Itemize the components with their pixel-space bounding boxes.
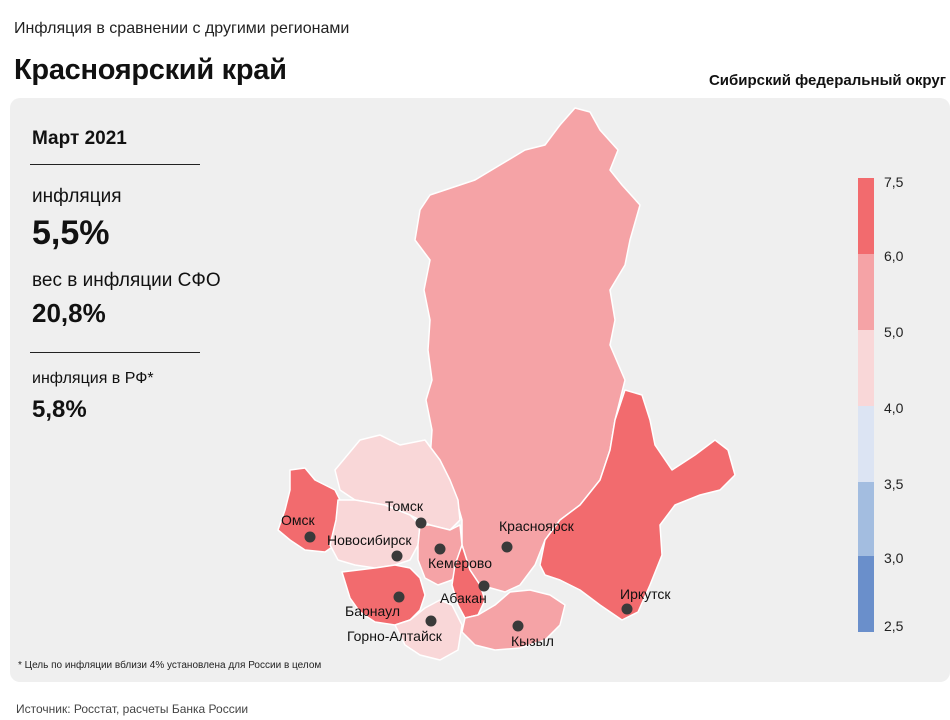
city-label-irkutsk: Иркутск: [620, 586, 671, 602]
divider-bottom: [30, 352, 200, 353]
city-label-kyzyl: Кызыл: [511, 633, 554, 649]
region-altai-krai[interactable]: [341, 564, 426, 626]
city-label-gorno-altaisk: Горно-Алтайск: [347, 628, 443, 644]
district-label: Сибирский федеральный округ: [708, 72, 946, 89]
legend-tick-3-0: 3,0: [884, 550, 904, 566]
city-dot-omsk[interactable]: [304, 531, 316, 543]
inflation-value: 5,5%: [32, 214, 110, 252]
divider-top: [30, 164, 200, 165]
legend-band-6-7.5: [858, 178, 874, 254]
legend-tick-5-0: 5,0: [884, 324, 904, 340]
city-dot-krasnoyarsk[interactable]: [501, 541, 513, 553]
legend-tick-2-5: 2,5: [884, 618, 904, 634]
city-dot-kemerovo[interactable]: [434, 543, 446, 555]
legend-band-4-5: [858, 330, 874, 406]
city-label-tomsk: Томск: [385, 498, 424, 514]
city-labels: Томск Омск Новосибирск Кемерово Краснояр…: [281, 498, 671, 649]
city-dot-barnaul[interactable]: [393, 591, 405, 603]
page-subtitle: Инфляция в сравнении с другими регионами: [14, 20, 350, 37]
legend-tick-7-5: 7,5: [884, 174, 904, 190]
legend-band-3.5-4: [858, 406, 874, 482]
legend-band-5-6: [858, 254, 874, 330]
rf-inflation-label: инфляция в РФ*: [32, 370, 154, 387]
legend-band-3-3.5: [858, 482, 874, 556]
city-dot-abakan[interactable]: [478, 580, 490, 592]
legend-band-2.5-3: [858, 556, 874, 632]
region-irkutsk[interactable]: [539, 389, 736, 621]
city-label-novosibirsk: Новосибирск: [327, 532, 412, 548]
city-dot-kyzyl[interactable]: [512, 620, 524, 632]
legend-tick-6-0: 6,0: [884, 248, 904, 264]
city-dot-novosibirsk[interactable]: [391, 550, 403, 562]
city-label-barnaul: Барнаул: [345, 603, 400, 619]
footnote: * Цель по инфляции вблизи 4% установлена…: [18, 660, 322, 671]
source-note: Источник: Росстат, расчеты Банка России: [16, 702, 249, 716]
inflation-label: инфляция: [32, 186, 122, 207]
region-tyva[interactable]: [461, 589, 566, 651]
legend-tick-4-0: 4,0: [884, 400, 904, 416]
city-label-omsk: Омск: [281, 512, 316, 528]
weight-label: вес в инфляции СФО: [32, 270, 221, 291]
region-omsk[interactable]: [277, 467, 341, 553]
region-altai-republic[interactable]: [394, 599, 463, 661]
city-label-krasnoyarsk: Красноярск: [499, 518, 575, 534]
weight-value: 20,8%: [32, 298, 106, 328]
region-krasnoyarsk[interactable]: [414, 107, 641, 593]
rf-inflation-value: 5,8%: [32, 396, 87, 423]
city-dot-tomsk[interactable]: [415, 517, 427, 529]
color-legend: 7,5 6,0 5,0 4,0 3,5 3,0 2,5: [858, 174, 904, 634]
city-dot-gorno-altaisk[interactable]: [425, 615, 437, 627]
city-markers: [304, 517, 633, 632]
city-label-abakan: Абакан: [440, 590, 487, 606]
legend-tick-3-5: 3,5: [884, 476, 904, 492]
city-label-kemerovo: Кемерово: [428, 555, 492, 571]
period-label: Март 2021: [32, 128, 127, 149]
page-title: Красноярский край: [14, 54, 287, 86]
city-dot-irkutsk[interactable]: [621, 603, 633, 615]
